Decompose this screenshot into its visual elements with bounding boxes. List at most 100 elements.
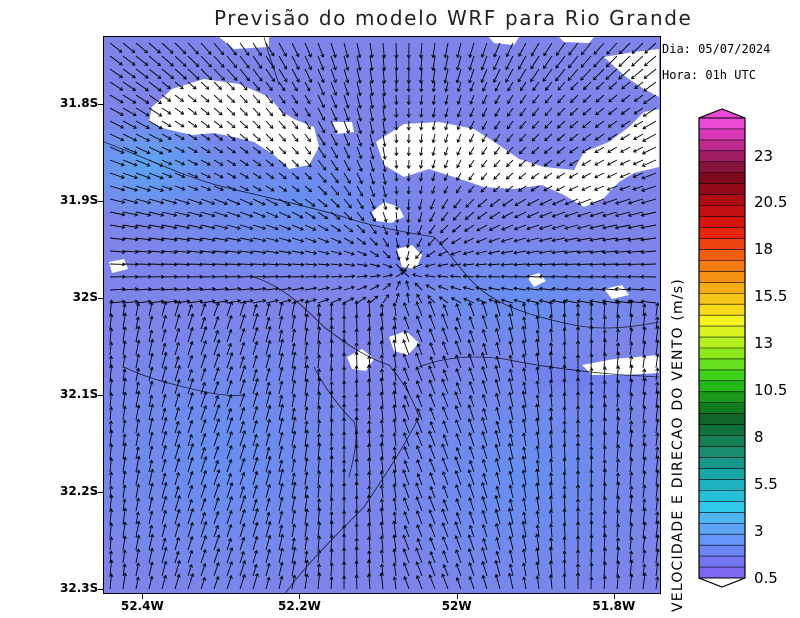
wind-vector-head — [594, 174, 599, 179]
wind-vector — [109, 55, 123, 66]
wind-vector-head — [294, 138, 299, 142]
wind-vector — [291, 146, 299, 155]
wind-vector-head — [455, 354, 459, 359]
wind-vector — [633, 172, 644, 178]
wind-vector — [429, 328, 436, 343]
wind-vector-head — [642, 138, 647, 142]
wind-vector — [200, 326, 207, 343]
wind-vector — [420, 81, 423, 92]
wind-vector-head — [367, 443, 372, 448]
wind-vector-head — [354, 444, 359, 449]
wind-vector-head — [253, 433, 258, 438]
wind-vector — [291, 417, 296, 434]
wind-vector — [590, 353, 592, 369]
wind-vector — [148, 68, 161, 79]
wind-map[interactable] — [103, 36, 661, 594]
wind-vector — [456, 317, 462, 330]
wind-vector — [174, 159, 185, 166]
wind-vector — [618, 68, 631, 80]
wind-vector-head — [575, 456, 581, 460]
wind-vector — [416, 445, 423, 460]
wind-vector-head — [562, 485, 567, 490]
wind-vector-head — [345, 54, 350, 59]
wind-vector-head — [394, 126, 399, 131]
wind-vector — [536, 316, 540, 330]
wind-vector-head — [481, 328, 486, 333]
wind-vector — [569, 146, 579, 154]
wind-vector — [608, 94, 618, 103]
wind-vector-head — [173, 212, 178, 218]
colorbar-label: 18 — [754, 240, 774, 259]
wind-vector — [603, 403, 606, 421]
wind-vector — [213, 460, 219, 473]
wind-vector-head — [468, 302, 473, 307]
colorbar-segment — [699, 150, 745, 163]
wind-vector — [655, 326, 659, 343]
wind-vector — [481, 159, 488, 168]
wind-vector-head — [655, 483, 660, 488]
wind-vector — [429, 537, 436, 551]
wind-vector-head — [373, 230, 377, 235]
colorbar-segment — [699, 205, 745, 217]
wind-vector-head — [199, 250, 204, 255]
wind-vector-head — [602, 524, 607, 529]
wind-vector-head — [655, 446, 660, 451]
wind-vector — [187, 159, 198, 166]
wind-vector-head — [382, 181, 387, 186]
wind-vector — [226, 417, 233, 434]
wind-vector-head — [242, 559, 247, 565]
wind-vector — [655, 577, 659, 590]
wind-vector-head — [508, 303, 513, 308]
wind-vector — [539, 237, 553, 242]
wind-vector-head — [180, 148, 185, 153]
wind-vector-head — [431, 88, 436, 93]
wind-vector-head — [456, 100, 461, 105]
wind-vector — [432, 107, 436, 118]
wind-vector — [506, 159, 514, 167]
wind-vector-head — [500, 238, 505, 243]
wind-vector — [629, 537, 632, 551]
wind-vector-head — [317, 572, 322, 577]
wind-vector — [507, 81, 514, 92]
wind-vector-head — [186, 213, 191, 218]
wind-vector-head — [562, 378, 567, 383]
wind-vector-head — [629, 494, 634, 499]
wind-vector — [343, 120, 350, 134]
wind-vector — [265, 263, 279, 266]
wind-vector — [291, 482, 296, 499]
wind-vector-head — [342, 496, 347, 500]
wind-vector-head — [535, 315, 540, 320]
wind-vector-head — [642, 549, 647, 554]
wind-vector-head — [194, 186, 199, 191]
wind-vector — [456, 146, 462, 156]
wind-vector — [330, 534, 333, 551]
wind-vector-head — [431, 164, 436, 169]
wind-vector — [403, 263, 410, 273]
wind-vector-head — [329, 548, 334, 553]
wind-vector-head — [189, 535, 194, 540]
wind-vector-head — [629, 559, 634, 564]
wind-vector — [496, 421, 501, 434]
wind-vector-head — [575, 549, 581, 553]
wind-vector — [429, 458, 436, 473]
wind-vector-head — [481, 509, 486, 514]
wind-vector-head — [569, 124, 574, 129]
wind-vector-head — [122, 433, 127, 438]
wind-vector-head — [455, 66, 460, 71]
wind-vector — [109, 523, 112, 538]
wind-vector — [404, 381, 410, 395]
wind-vector — [343, 263, 355, 266]
wind-vector-head — [494, 559, 499, 564]
colorbar-segment — [699, 315, 745, 327]
wind-vector-head — [249, 238, 254, 243]
wind-vector-head — [403, 329, 408, 334]
wind-vector-head — [530, 187, 535, 192]
wind-vector-head — [241, 313, 246, 318]
wind-vector-head — [655, 325, 660, 330]
wind-vector — [304, 198, 315, 207]
wind-vector — [343, 133, 350, 146]
wind-vector-head — [144, 49, 149, 54]
wind-vector — [590, 198, 605, 205]
colorbar-segment — [699, 227, 745, 239]
wind-vector-head — [382, 143, 387, 148]
